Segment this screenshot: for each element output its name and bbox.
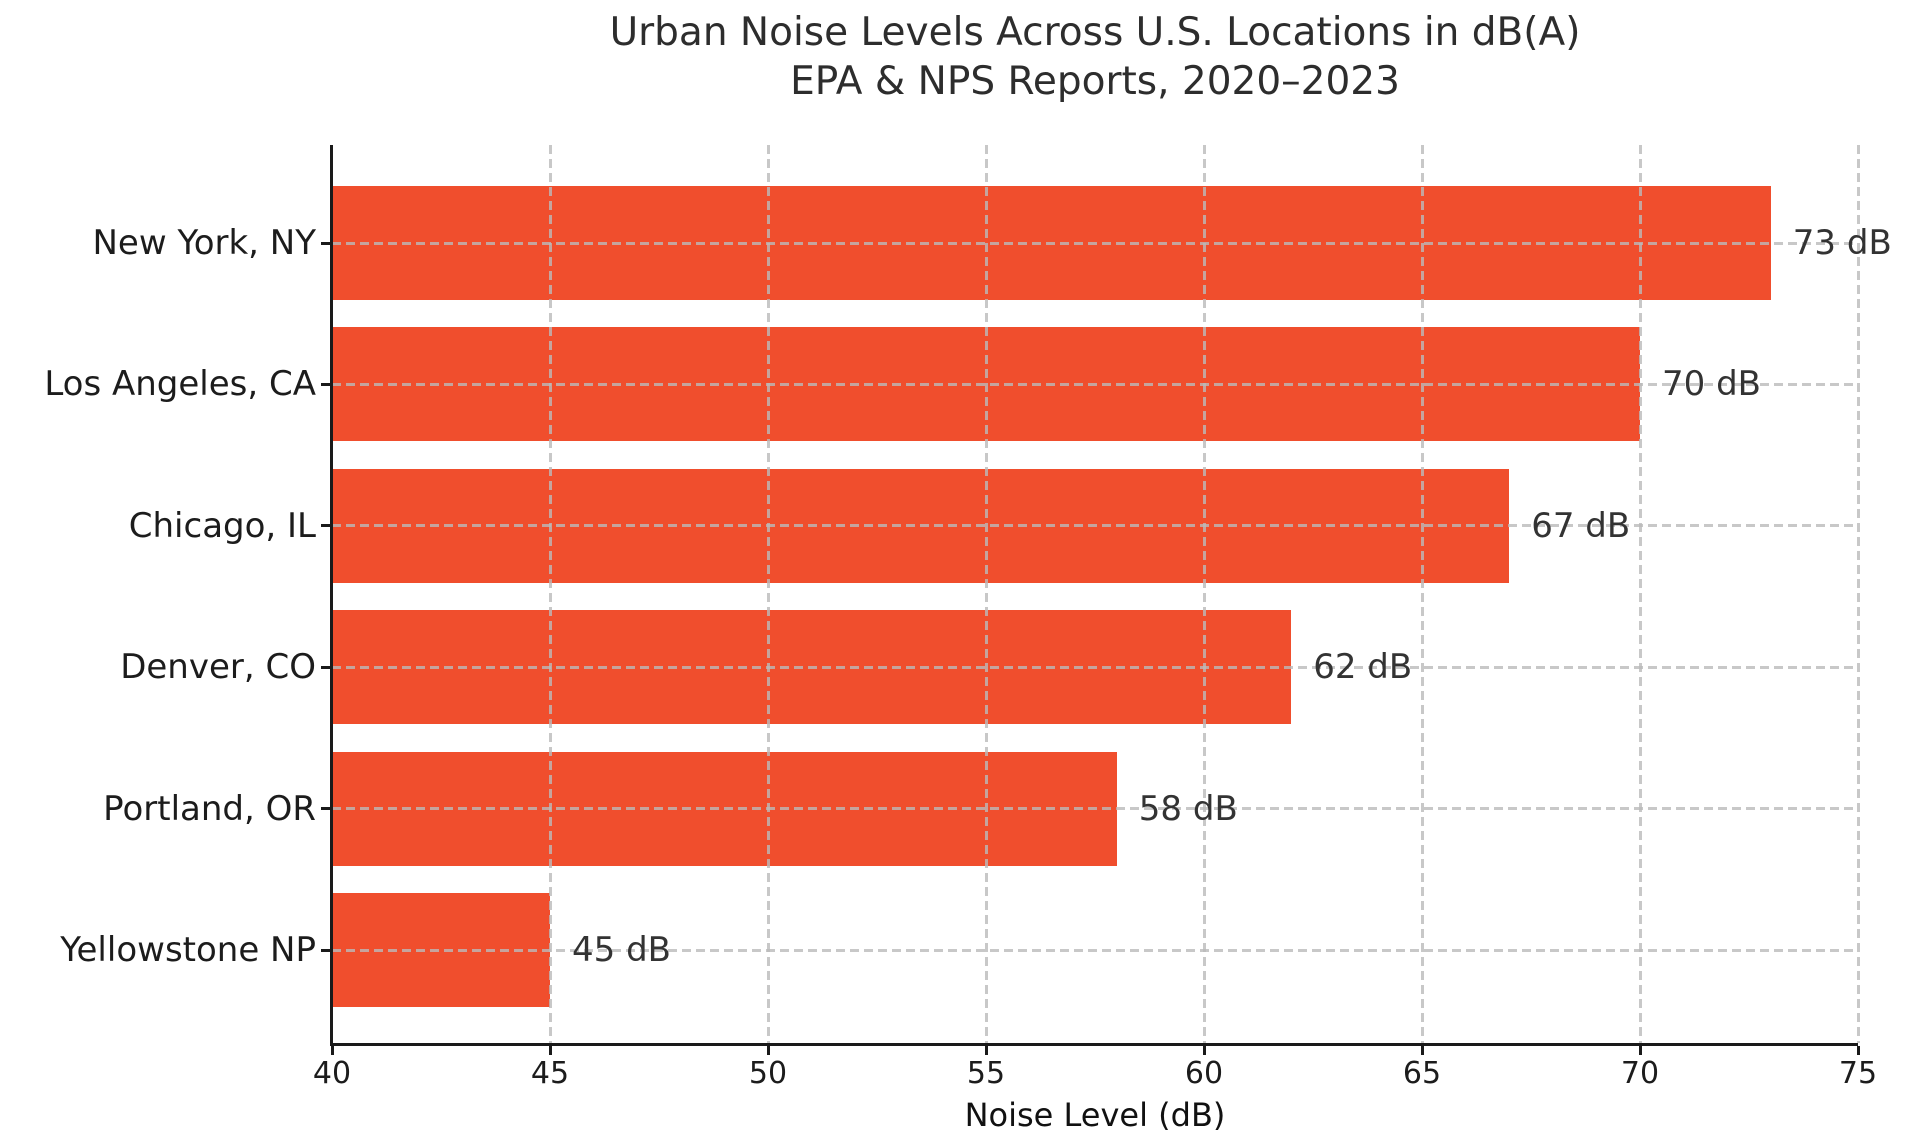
- gridline-y-0: [332, 241, 1858, 245]
- gridline-y-1: [332, 382, 1858, 386]
- x-tick-mark-70: [1638, 1046, 1642, 1055]
- chart-title: Urban Noise Levels Across U.S. Locations…: [609, 10, 1581, 55]
- value-label-0: 73 dB: [1792, 223, 1892, 263]
- gridline-y-3: [332, 665, 1858, 669]
- value-label-5: 45 dB: [572, 930, 671, 970]
- value-label-3: 62 dB: [1313, 647, 1413, 688]
- value-label-1: 70 dB: [1662, 364, 1761, 405]
- x-tick-mark-45: [548, 1046, 552, 1055]
- value-label-2: 67 dB: [1531, 505, 1631, 546]
- x-axis-spine: [330, 1043, 1858, 1046]
- category-label-3: Denver, CO: [120, 647, 316, 688]
- x-tick-label-55: 55: [966, 1056, 1006, 1091]
- gridline-x-45: [548, 145, 552, 1043]
- x-tick-label-40: 40: [312, 1056, 352, 1091]
- y-tick-mark-1: [321, 382, 330, 386]
- x-tick-mark-55: [984, 1046, 988, 1055]
- category-label-4: Portland, OR: [103, 788, 316, 829]
- y-tick-mark-4: [321, 807, 330, 811]
- gridline-x-55: [984, 145, 988, 1043]
- category-label-1: Los Angeles, CA: [44, 364, 316, 405]
- gridline-y-4: [332, 807, 1858, 811]
- x-tick-label-50: 50: [748, 1056, 788, 1091]
- y-tick-mark-5: [321, 948, 330, 952]
- x-tick-mark-50: [766, 1046, 770, 1055]
- y-tick-mark-0: [321, 241, 330, 245]
- chart-subtitle: EPA & NPS Reports, 2020–2023: [790, 59, 1400, 104]
- value-label-4: 58 dB: [1138, 788, 1238, 829]
- gridline-x-60: [1202, 145, 1206, 1043]
- x-tick-label-65: 65: [1402, 1056, 1442, 1091]
- category-label-5: Yellowstone NP: [60, 930, 316, 970]
- x-tick-mark-40: [330, 1046, 334, 1055]
- y-tick-mark-3: [321, 665, 330, 669]
- category-label-0: New York, NY: [92, 223, 316, 263]
- gridline-x-50: [766, 145, 770, 1043]
- x-tick-label-75: 75: [1838, 1056, 1878, 1091]
- x-tick-label-60: 60: [1184, 1056, 1224, 1091]
- category-label-2: Chicago, IL: [128, 505, 316, 546]
- x-tick-label-70: 70: [1620, 1056, 1660, 1091]
- gridline-y-5: [332, 948, 1858, 952]
- gridline-y-2: [332, 524, 1858, 528]
- x-axis-label: Noise Level (dB): [964, 1096, 1226, 1134]
- gridline-x-65: [1420, 145, 1424, 1043]
- x-tick-label-45: 45: [530, 1056, 570, 1091]
- chart-title-block: Urban Noise Levels Across U.S. Locations…: [332, 8, 1858, 106]
- x-tick-mark-60: [1202, 1046, 1206, 1055]
- y-axis-spine: [330, 145, 333, 1046]
- plot-area: [332, 145, 1860, 1043]
- x-tick-mark-65: [1420, 1046, 1424, 1055]
- gridline-x-75: [1856, 145, 1860, 1043]
- x-tick-mark-75: [1856, 1046, 1860, 1055]
- y-tick-mark-2: [321, 524, 330, 528]
- gridline-x-70: [1638, 145, 1642, 1043]
